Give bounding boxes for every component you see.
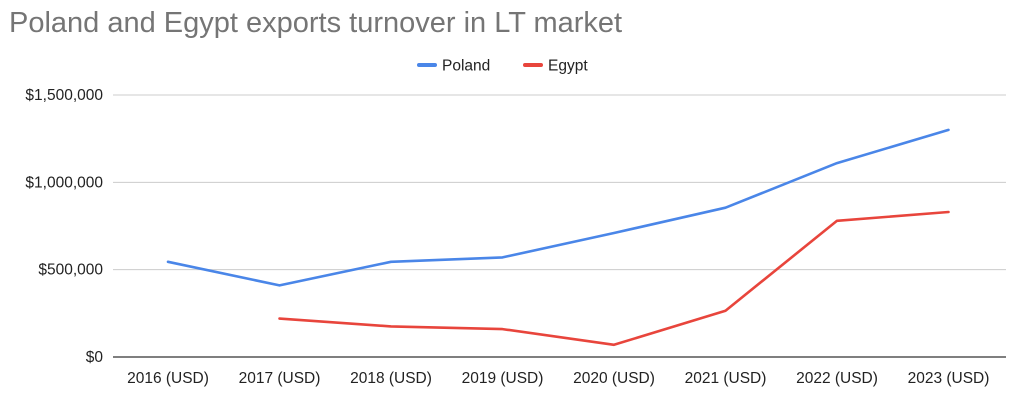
gridlines [113, 94, 1006, 271]
x-tick-label: 2023 (USD) [908, 370, 990, 387]
y-tick-label: $0 [86, 349, 104, 366]
x-tick-label: 2018 (USD) [350, 370, 432, 387]
y-tick-label: $1,500,000 [25, 87, 103, 104]
legend-label-poland: Poland [442, 58, 490, 75]
y-axis-labels: $0 $500,000 $1,000,000 $1,500,000 [25, 87, 103, 366]
x-tick-label: 2016 (USD) [127, 370, 209, 387]
x-tick-label: 2017 (USD) [239, 370, 321, 387]
series-line-egypt [278, 210, 950, 347]
y-tick-label: $500,000 [38, 262, 103, 279]
x-axis-labels: 2016 (USD) 2017 (USD) 2018 (USD) 2019 (USD)… [127, 370, 989, 387]
legend: Poland Egypt [417, 58, 588, 75]
x-tick-label: 2019 (USD) [462, 370, 544, 387]
chart-title: Poland and Egypt exports turnover in LT … [9, 7, 623, 39]
x-tick-label: 2020 (USD) [573, 370, 655, 387]
legend-label-egypt: Egypt [548, 58, 588, 75]
y-tick-label: $1,000,000 [25, 174, 103, 191]
series-line-poland [166, 128, 950, 287]
series-lines [166, 128, 950, 347]
x-tick-label: 2022 (USD) [796, 370, 878, 387]
x-tick-label: 2021 (USD) [685, 370, 767, 387]
